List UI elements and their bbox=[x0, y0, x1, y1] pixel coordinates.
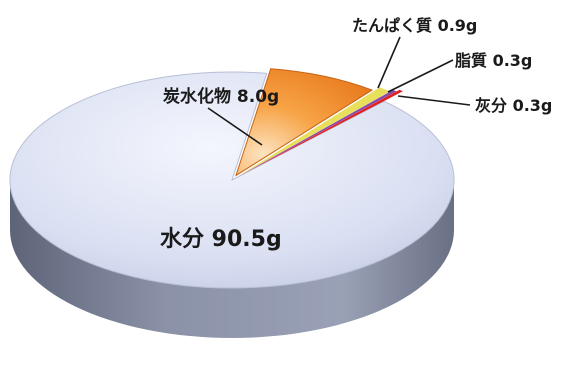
label-protein: たんぱく質 0.9g bbox=[352, 16, 477, 35]
slice-fat bbox=[238, 89, 397, 177]
callout-line bbox=[397, 95, 471, 106]
slice-protein bbox=[238, 87, 390, 177]
callout-line bbox=[377, 36, 401, 89]
label-ash: 灰分 0.3g bbox=[475, 96, 552, 115]
label-water: 水分 90.5g bbox=[160, 227, 282, 252]
slice-carbohydrate bbox=[235, 68, 374, 177]
callout-line bbox=[387, 59, 454, 93]
callout-line bbox=[207, 107, 263, 146]
slice-side-water bbox=[10, 180, 454, 338]
slice-water bbox=[9, 71, 455, 289]
slice-ash bbox=[238, 89, 403, 177]
label-carbohydrate: 炭水化物 8.0g bbox=[163, 86, 279, 107]
label-fat: 脂質 0.3g bbox=[455, 51, 532, 70]
